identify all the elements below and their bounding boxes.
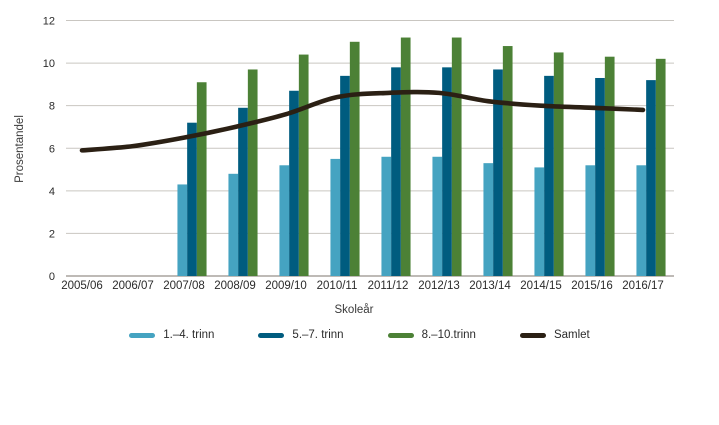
bar	[451, 37, 462, 277]
x-tick-label: 2009/10	[265, 280, 307, 292]
x-tick-label: 2015/16	[571, 280, 613, 292]
bar	[534, 167, 545, 276]
y-axis-title: Prosentandel	[14, 115, 26, 183]
x-tick-label: 2008/09	[214, 280, 256, 292]
legend-marker	[258, 332, 285, 338]
x-tick-label: 2013/14	[469, 280, 511, 292]
bar	[298, 54, 309, 276]
legend-item-0: 1.–4. trinn	[129, 329, 214, 341]
bar	[187, 122, 197, 276]
x-axis-title: Skoleår	[334, 304, 374, 316]
legend-item-3: Samlet	[519, 329, 590, 341]
bar	[502, 46, 513, 276]
legend-item-2: 8.–10.trinn	[387, 329, 476, 341]
legend-label: Samlet	[553, 329, 590, 341]
legend-marker	[129, 332, 156, 338]
bar	[400, 37, 411, 277]
bar	[391, 67, 401, 276]
bar	[636, 165, 647, 276]
bar	[442, 67, 452, 276]
x-tick-label: 2007/08	[163, 280, 205, 292]
bar	[493, 69, 503, 277]
y-tick-label: 8	[49, 101, 55, 113]
bar	[585, 165, 596, 276]
bar	[655, 58, 666, 277]
bar	[177, 184, 188, 276]
chart-canvas: 0 2 4 6 8 10 12 2005/06 2006/07 2007/08 2008/09 200…	[43, 16, 674, 292]
x-tick-label: 2014/15	[520, 280, 562, 292]
bar	[604, 56, 615, 277]
bar	[196, 82, 207, 276]
bar	[349, 41, 360, 276]
y-tick-label: 12	[43, 16, 55, 28]
y-tick-label: 0	[49, 271, 55, 283]
legend-label: 1.–4. trinn	[163, 329, 215, 341]
y-tick-label: 2	[49, 228, 55, 240]
x-tick-label: 2012/13	[418, 280, 460, 292]
x-tick-label: 2006/07	[112, 280, 154, 292]
bar	[340, 75, 350, 276]
bar	[381, 156, 392, 276]
x-tick-label: 2016/17	[622, 280, 664, 292]
bar	[646, 80, 656, 276]
samlet-line	[79, 89, 646, 153]
y-tick-label: 6	[49, 143, 55, 155]
bar	[330, 158, 341, 276]
bar	[483, 163, 494, 276]
chart-legend: 1.–4. trinn 5.–7. trinn 8.–10.trinn Samlet	[0, 329, 719, 341]
bar	[544, 75, 554, 276]
bar	[289, 90, 299, 276]
bar	[247, 69, 258, 277]
bar	[432, 156, 443, 276]
x-tick-label: 2005/06	[61, 280, 103, 292]
legend-label: 5.–7. trinn	[292, 329, 344, 341]
bar	[279, 165, 290, 276]
bar	[595, 77, 605, 276]
legend-item-1: 5.–7. trinn	[258, 329, 344, 341]
legend-marker	[387, 332, 414, 338]
legend-marker	[519, 332, 546, 338]
legend-label: 8.–10.trinn	[421, 329, 476, 341]
y-tick-label: 10	[43, 58, 55, 70]
bar	[228, 173, 239, 276]
x-tick-label: 2011/12	[368, 280, 409, 292]
bar	[553, 52, 564, 276]
x-tick-label: 2010/11	[317, 280, 358, 292]
y-tick-label: 4	[49, 186, 55, 198]
bar	[238, 107, 248, 276]
